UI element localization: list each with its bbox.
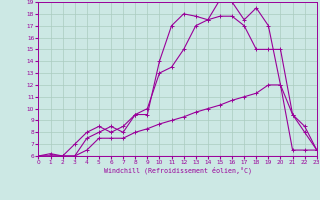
X-axis label: Windchill (Refroidissement éolien,°C): Windchill (Refroidissement éolien,°C) [104,167,252,174]
